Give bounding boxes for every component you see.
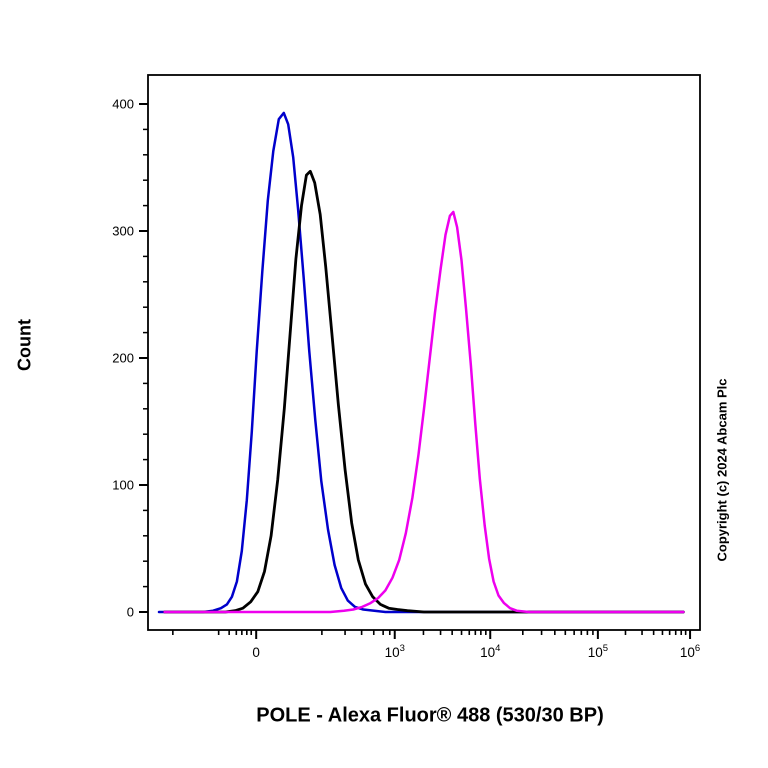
- y-axis: 0 100 200 300 400: [112, 97, 148, 620]
- y-tick-label: 0: [127, 605, 134, 620]
- y-tick-label: 300: [112, 224, 134, 239]
- x-tick-label: 105: [588, 643, 608, 660]
- plot-border: [147, 74, 701, 631]
- y-tick-label: 100: [112, 478, 134, 493]
- curve-magenta: [163, 210, 685, 614]
- y-axis-title: Count: [14, 319, 35, 371]
- y-tick-label: 400: [112, 97, 134, 112]
- copyright-text: Copyright (c) 2024 Abcam Plc: [714, 378, 730, 562]
- curve-blue: [157, 111, 685, 614]
- x-tick-label: 103: [385, 643, 405, 660]
- x-axis-title: POLE - Alexa Fluor® 488 (530/30 BP): [256, 704, 604, 727]
- x-tick-label: 106: [680, 643, 700, 660]
- y-tick-label: 200: [112, 351, 134, 366]
- x-tick-label: 0: [252, 645, 260, 660]
- x-axis: 0 103 104 105 106: [172, 630, 700, 660]
- x-tick-label: 104: [480, 643, 500, 660]
- curve-black: [163, 169, 685, 614]
